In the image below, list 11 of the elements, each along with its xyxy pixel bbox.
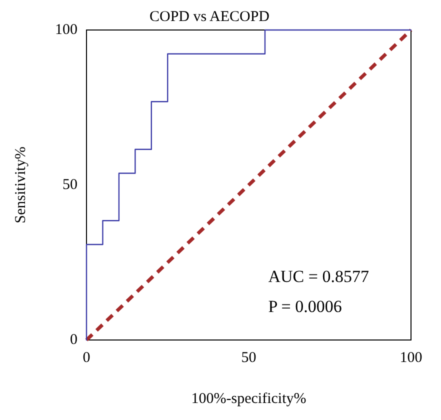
- x-tick-label: 100: [400, 350, 422, 366]
- x-tick-label: 0: [82, 350, 90, 366]
- x-tick-label: 50: [241, 350, 256, 366]
- y-tick-label: 0: [70, 332, 78, 348]
- chart-title: COPD vs AECOPD: [149, 8, 270, 25]
- annotation: AUC = 0.8577: [268, 267, 370, 286]
- y-tick-label: 100: [55, 22, 78, 38]
- annotation: P = 0.0006: [268, 297, 342, 316]
- y-axis-title: Sensitivity%: [12, 146, 29, 224]
- y-tick-label: 50: [62, 176, 78, 193]
- x-axis-title: 100%-specificity%: [191, 390, 306, 407]
